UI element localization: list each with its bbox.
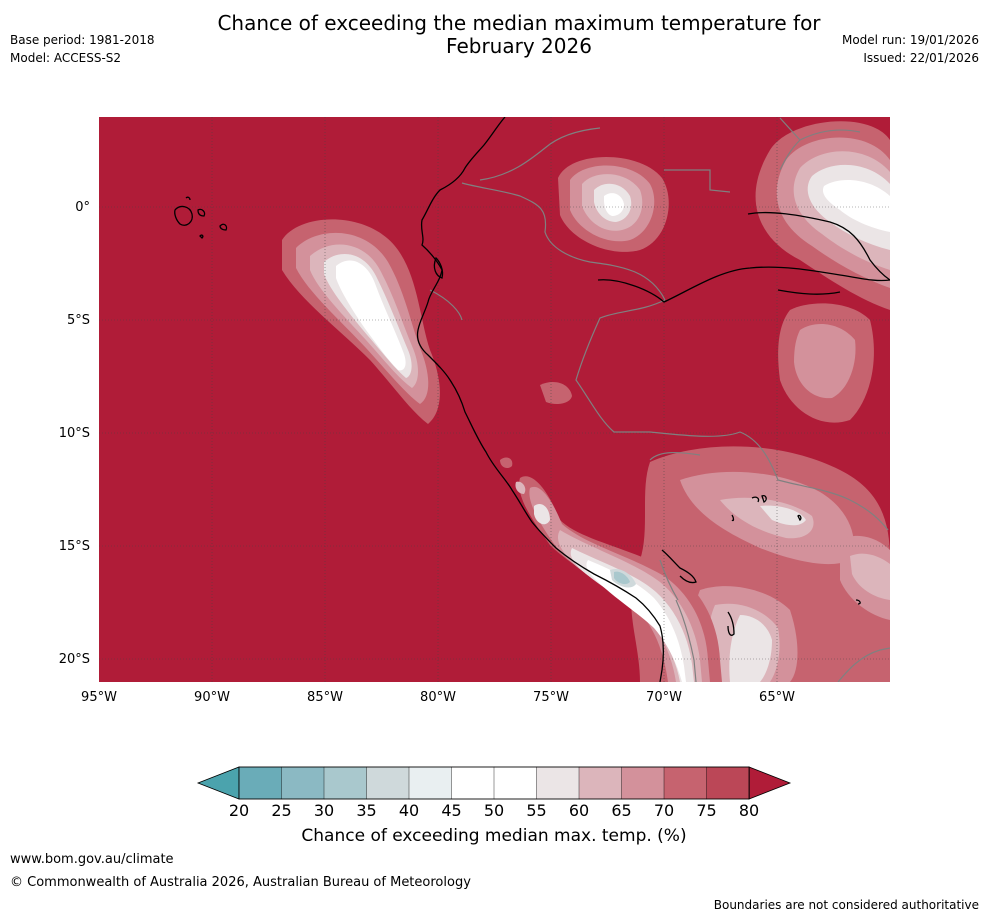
colorbar-swatch xyxy=(281,766,325,800)
lon-label: 75°W xyxy=(533,690,569,705)
ocean-anomaly-region xyxy=(282,219,440,424)
colorbar-swatch xyxy=(706,766,750,800)
lon-label: 65°W xyxy=(759,690,795,705)
longitude-labels: 95°W 90°W 85°W 80°W 75°W 70°W 65°W xyxy=(81,690,795,705)
colorbar-tick-label: 45 xyxy=(441,801,461,820)
title-line-2: February 2026 xyxy=(446,34,592,58)
footer-copyright: © Commonwealth of Australia 2026, Austra… xyxy=(10,875,471,890)
footer-disclaimer: Boundaries are not considered authoritat… xyxy=(713,898,979,912)
base-period-text: Base period: 1981-2018 xyxy=(10,33,155,47)
lon-label: 95°W xyxy=(81,690,117,705)
colorbar-swatch xyxy=(663,766,708,800)
model-run-text: Model run: 19/01/2026 xyxy=(841,33,979,47)
model-text: Model: ACCESS-S2 xyxy=(10,51,122,65)
lon-label: 85°W xyxy=(307,690,343,705)
colorbar-swatch xyxy=(536,766,580,800)
colorbar-over-arrow xyxy=(748,766,792,800)
coastlines xyxy=(174,117,890,682)
colorbar-tick-label: 25 xyxy=(271,801,291,820)
lat-label: 10°S xyxy=(59,426,90,441)
colorbar-swatch xyxy=(451,766,495,800)
map-title: Chance of exceeding the median maximum t… xyxy=(0,12,988,58)
lon-label: 70°W xyxy=(646,690,682,705)
colorbar-swatch xyxy=(408,766,453,800)
inland-anomaly-amazon xyxy=(500,303,874,468)
footer-url[interactable]: www.bom.gov.au/climate xyxy=(10,852,174,867)
colorbar-tick-label: 65 xyxy=(611,801,631,820)
colorbar-tick-label: 20 xyxy=(229,801,249,820)
meta-right: Model run: 19/01/2026 Issued: 22/01/2026 xyxy=(842,31,979,67)
colorbar-under-arrow xyxy=(196,766,240,800)
colorbar-tick-label: 50 xyxy=(484,801,504,820)
colorbar-tick-label: 60 xyxy=(569,801,589,820)
lat-label: 0° xyxy=(75,200,90,215)
lon-label: 80°W xyxy=(420,690,456,705)
country-boundaries xyxy=(429,117,890,682)
meta-left: Base period: 1981-2018 Model: ACCESS-S2 xyxy=(10,31,155,67)
colorbar-tick-label: 80 xyxy=(739,801,759,820)
colorbar-tick-label: 70 xyxy=(654,801,674,820)
colorbar-tick-label: 75 xyxy=(696,801,716,820)
latitude-labels: 0° 5°S 10°S 15°S 20°S xyxy=(59,200,90,667)
map-area xyxy=(99,117,890,682)
lon-label: 90°W xyxy=(194,690,230,705)
colorbar-swatch xyxy=(578,766,623,800)
colorbar-tick-label: 55 xyxy=(526,801,546,820)
colorbar-tick-label: 40 xyxy=(399,801,419,820)
colorbar-swatch xyxy=(366,766,410,800)
colorbar-swatch xyxy=(238,766,283,800)
coastal-anomaly-band xyxy=(515,476,722,682)
colorbar-swatch xyxy=(493,766,538,800)
colorbar-swatch xyxy=(621,766,665,800)
colorbar-label: Chance of exceeding median max. temp. (%… xyxy=(301,826,687,846)
colorbar-tick-label: 35 xyxy=(356,801,376,820)
title-line-1: Chance of exceeding the median maximum t… xyxy=(217,11,821,35)
inland-anomaly-north xyxy=(558,157,669,252)
gridlines xyxy=(99,117,890,682)
issued-text: Issued: 22/01/2026 xyxy=(863,51,979,65)
lat-label: 15°S xyxy=(59,539,90,554)
lat-label: 5°S xyxy=(67,313,90,328)
lat-label: 20°S xyxy=(59,652,90,667)
colorbar-frame xyxy=(238,766,750,800)
colorbar-tick-label: 30 xyxy=(314,801,334,820)
colorbar-swatch xyxy=(323,766,368,800)
colorbar: 20 25 30 35 40 45 50 55 60 65 70 75 80 xyxy=(196,766,792,820)
inland-anomaly-northeast xyxy=(755,121,890,310)
